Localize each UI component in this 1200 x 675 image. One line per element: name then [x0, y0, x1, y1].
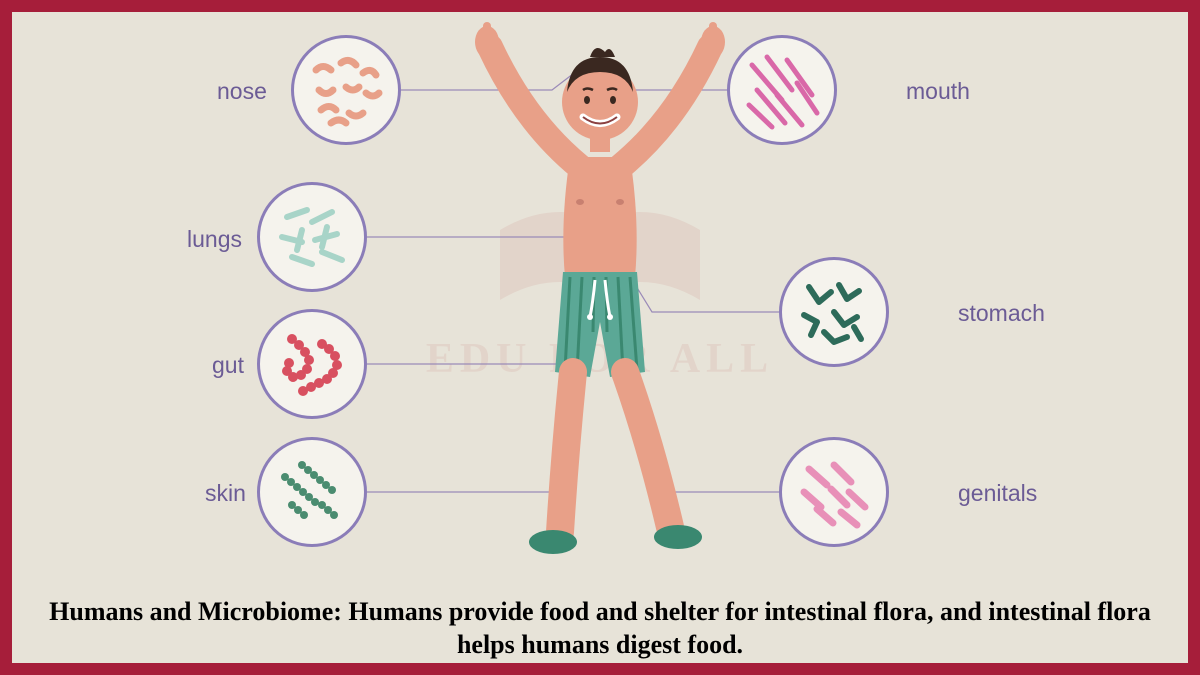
circle-stomach: [779, 257, 889, 367]
microbes-mouth-icon: [737, 45, 827, 135]
circle-gut: [257, 309, 367, 419]
label-genitals: genitals: [958, 480, 1037, 507]
outer-frame: EDU FOR ALL: [0, 0, 1200, 675]
microbes-lungs-icon: [267, 192, 357, 282]
circle-lungs: [257, 182, 367, 292]
label-nose: nose: [217, 78, 267, 105]
microbes-nose-icon: [301, 45, 391, 135]
label-mouth: mouth: [906, 78, 970, 105]
circle-nose: [291, 35, 401, 145]
inner-frame: EDU FOR ALL: [12, 12, 1188, 663]
label-gut: gut: [212, 352, 244, 379]
circle-genitals: [779, 437, 889, 547]
circle-mouth: [727, 35, 837, 145]
microbes-genitals-icon: [789, 447, 879, 537]
caption-text: Humans and Microbiome: Humans provide fo…: [36, 596, 1165, 661]
microbes-gut-icon: [267, 319, 357, 409]
label-skin: skin: [205, 480, 246, 507]
circle-skin: [257, 437, 367, 547]
label-lungs: lungs: [187, 226, 242, 253]
microbes-stomach-icon: [789, 267, 879, 357]
label-stomach: stomach: [958, 300, 1045, 327]
microbes-skin-icon: [267, 447, 357, 537]
